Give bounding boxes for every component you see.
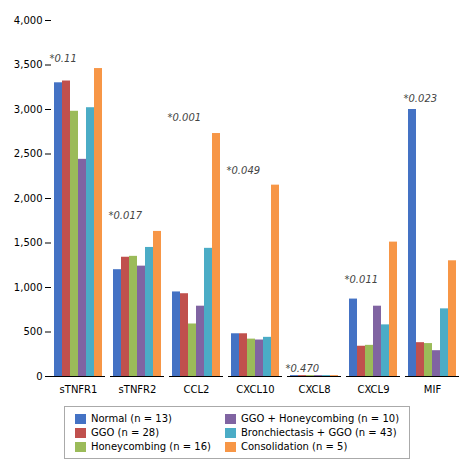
svg-text:*0.023: *0.023 bbox=[404, 93, 438, 104]
svg-text:*0.011: *0.011 bbox=[345, 274, 379, 285]
svg-text:*0.017: *0.017 bbox=[109, 210, 143, 221]
html-text:GGO (n = 28): GGO (n = 28) bbox=[90, 427, 160, 438]
svg-text:500: 500 bbox=[23, 326, 42, 337]
svg-text:CXCL10: CXCL10 bbox=[236, 384, 274, 395]
svg-text:2,000: 2,000 bbox=[14, 193, 43, 204]
svg-text:CXCL9: CXCL9 bbox=[357, 384, 389, 395]
svg-text:1,000: 1,000 bbox=[14, 282, 43, 293]
svg-text:4,000: 4,000 bbox=[14, 15, 43, 26]
svg-text:*0.470: *0.470 bbox=[286, 363, 320, 374]
svg-text:*0.049: *0.049 bbox=[227, 165, 261, 176]
html-text:Honeycombing (n = 16): Honeycombing (n = 16) bbox=[90, 441, 211, 452]
svg-text:*0.001: *0.001 bbox=[168, 112, 202, 123]
svg-text:sTNFR2: sTNFR2 bbox=[119, 384, 157, 395]
svg-text:sTNFR1: sTNFR1 bbox=[60, 384, 98, 395]
svg-text:CCL2: CCL2 bbox=[184, 384, 210, 395]
html-text:Bronchiectasis + GGO (n = 43): Bronchiectasis + GGO (n = 43) bbox=[240, 427, 397, 438]
svg-text:3,500: 3,500 bbox=[14, 59, 43, 70]
svg-text:*0.11: *0.11 bbox=[50, 53, 77, 64]
html-text:GGO + Honeycombing (n = 10): GGO + Honeycombing (n = 10) bbox=[240, 413, 399, 424]
svg-text:3,000: 3,000 bbox=[14, 104, 43, 115]
svg-text:CXCL8: CXCL8 bbox=[298, 384, 330, 395]
svg-text:MIF: MIF bbox=[424, 384, 442, 395]
html-text:Consolidation (n = 5): Consolidation (n = 5) bbox=[240, 441, 348, 452]
svg-text:2,500: 2,500 bbox=[14, 148, 43, 159]
svg-text:0: 0 bbox=[36, 371, 42, 382]
svg-text:1,500: 1,500 bbox=[14, 237, 43, 248]
html-text:Normal (n = 13): Normal (n = 13) bbox=[90, 413, 172, 424]
